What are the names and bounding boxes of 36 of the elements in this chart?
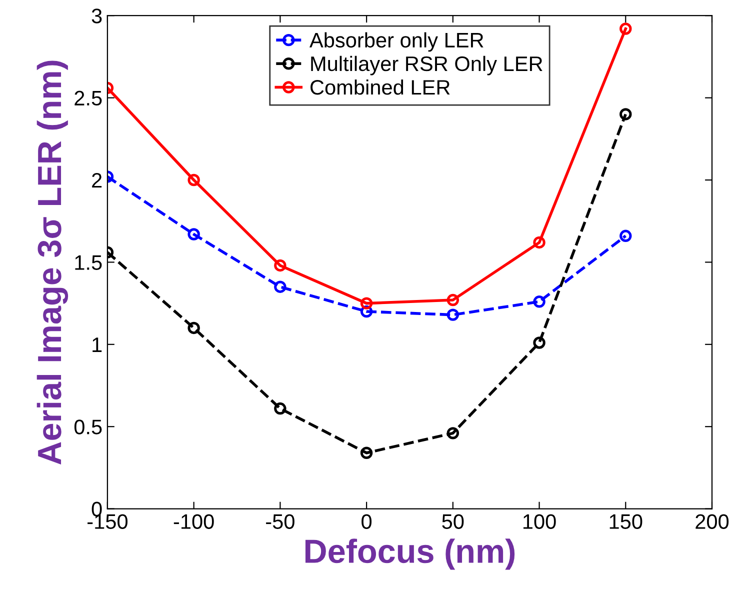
point [446,294,460,306]
x-tick-label: 150 [610,514,642,529]
legend-label: Multilayer RSR Only LER [311,56,542,76]
x-tick-label: 0 [362,514,372,529]
y-tick-label: 0.5 [74,420,102,434]
x-tick-label: -50 [266,514,294,529]
point [446,308,460,321]
y-axis-title: Aerial Image 3σ LER (nm) [36,60,68,464]
point [188,322,200,334]
point [620,108,632,120]
x-axis-title: Defocus (nm) [305,538,515,570]
y-tick-label: 1.5 [75,255,102,270]
point [274,402,286,415]
point [533,236,546,249]
point [620,22,632,35]
point [274,280,286,293]
x-tick-label: -150 [88,514,128,529]
y-tick-label: 3 [92,8,102,24]
point [620,230,632,242]
point [533,336,546,349]
point [274,259,286,272]
x-tick-label: 100 [523,514,556,529]
x-tick-label: 200 [696,514,729,529]
point [533,296,546,308]
y-tick-label: 1 [92,338,102,352]
x-tick-label: -100 [174,514,214,529]
legend-label: Absorber only LER [310,32,484,52]
y-tick-label: 2 [92,173,102,188]
y-tick-label: 2.5 [74,90,102,106]
point [360,446,373,460]
point [188,228,200,240]
point [360,297,373,310]
legend-label: Combined LER [310,79,450,95]
point [188,174,200,186]
point [446,427,460,440]
x-tick-label: 50 [442,514,464,529]
